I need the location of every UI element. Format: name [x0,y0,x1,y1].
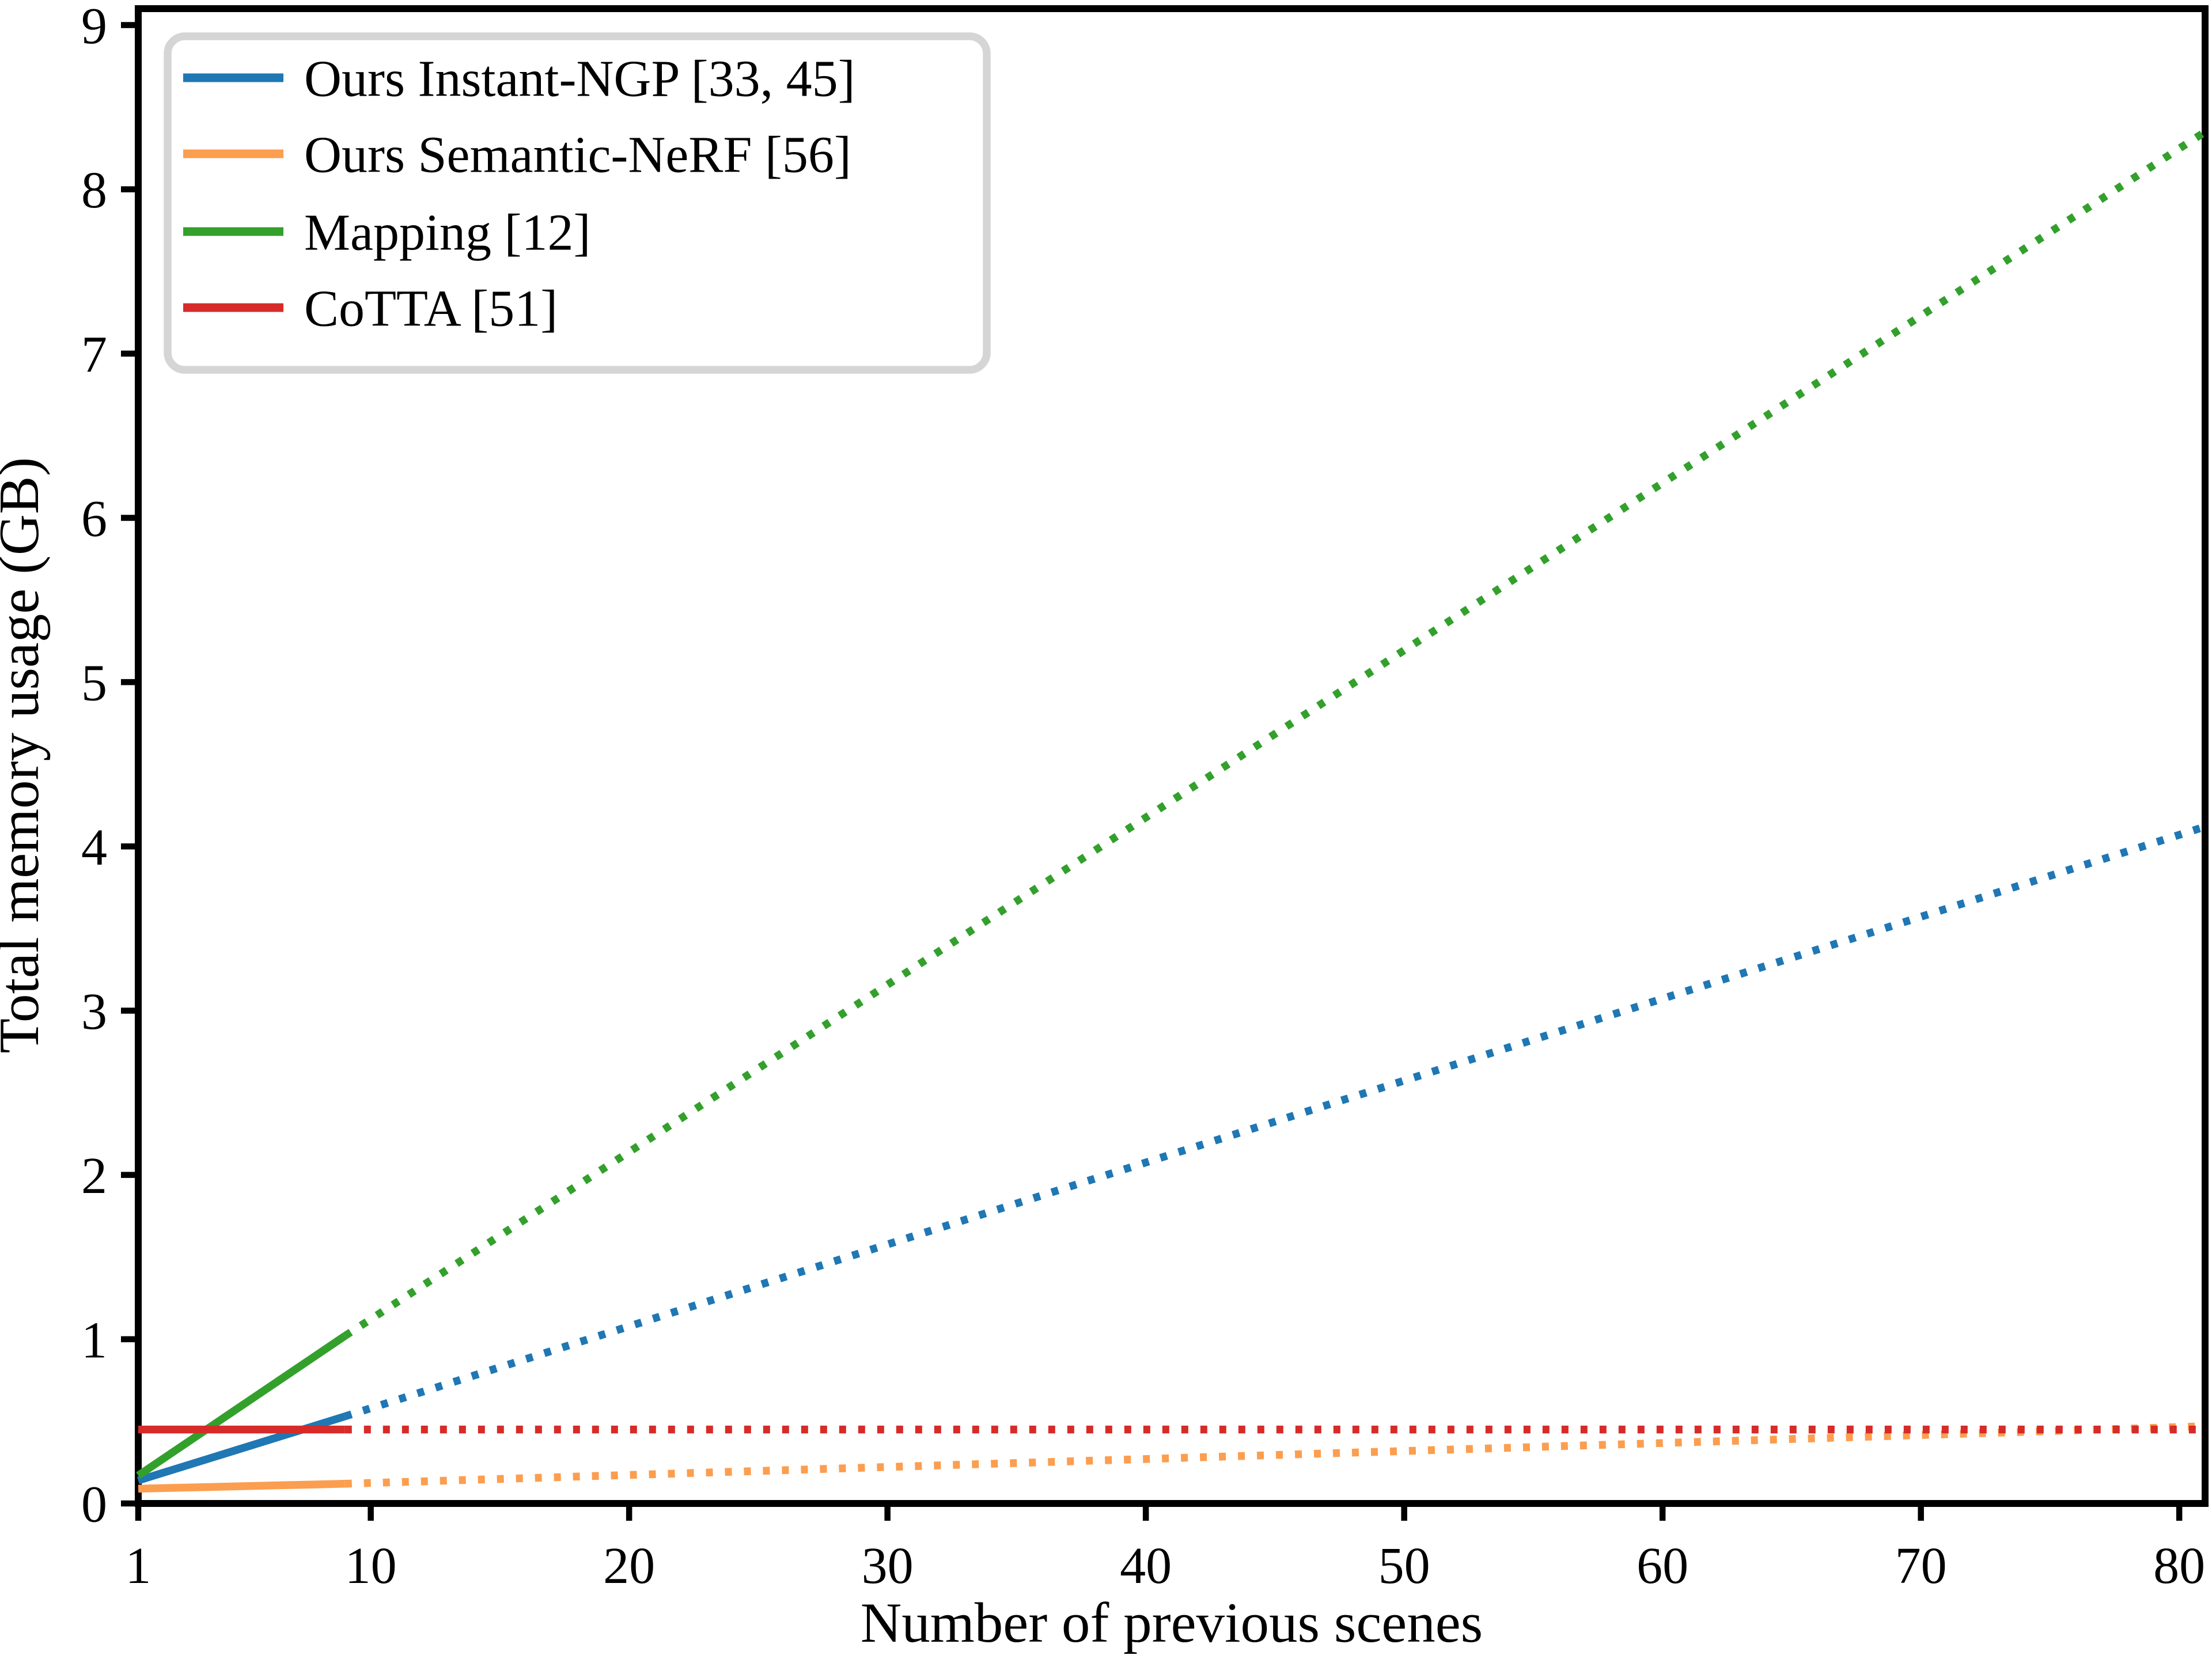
y-tick-label: 8 [81,162,107,219]
y-tick-label: 5 [81,655,107,712]
legend-label-semantic-nerf: Ours Semantic-NeRF [56] [304,127,851,184]
y-tick-label: 7 [81,326,107,383]
x-axis-label: Number of previous scenes [861,1592,1483,1654]
x-tick-label: 30 [862,1537,914,1594]
y-tick-label: 3 [81,983,107,1040]
legend: Ours Instant-NGP [33, 45] Ours Semantic-… [164,32,991,374]
x-tick-label: 20 [603,1537,655,1594]
series-mapping-solid [136,1332,347,1479]
x-tick-label: 50 [1378,1537,1430,1594]
x-tick-label: 40 [1120,1537,1172,1594]
legend-label-instant-ngp: Ours Instant-NGP [33, 45] [304,51,855,108]
x-tick-label: 1 [126,1537,151,1594]
y-tick-label: 1 [81,1312,107,1369]
x-tick-label: 60 [1637,1537,1688,1594]
legend-label-cotta: CoTTA [51] [304,281,558,338]
series-semantic-nerf-solid [138,1480,345,1493]
legend-row-semantic-nerf: Ours Semantic-NeRF [56] [183,127,851,184]
legend-row-instant-ngp: Ours Instant-NGP [33, 45] [183,51,855,108]
series-instant-ngp-dotted [343,823,2207,1421]
y-tick-label: 6 [81,491,107,548]
series-semantic-nerf-dotted [344,1422,2206,1488]
y-tick-label: 2 [81,1147,107,1205]
series-mapping-dotted [343,128,2207,1339]
x-axis-ticks: 1 10 20 30 40 50 60 70 80 [126,1503,2205,1594]
series-lines [136,128,2207,1493]
legend-box [164,32,991,374]
legend-label-mapping: Mapping [12] [304,204,590,262]
plot-frame [135,5,2209,1507]
y-axis-label: Total memory usage (GB) [0,457,51,1053]
x-tick-label: 10 [345,1537,397,1594]
y-tick-label: 0 [81,1476,107,1533]
x-tick-label: 80 [2153,1537,2205,1594]
y-axis-ticks: 0 1 2 3 4 5 6 7 8 9 [81,0,138,1533]
y-tick-label: 4 [81,819,107,876]
x-tick-label: 70 [1895,1537,1947,1594]
legend-row-mapping: Mapping [12] [183,204,590,262]
legend-row-cotta: CoTTA [51] [183,281,558,338]
y-tick-label: 9 [81,0,107,55]
